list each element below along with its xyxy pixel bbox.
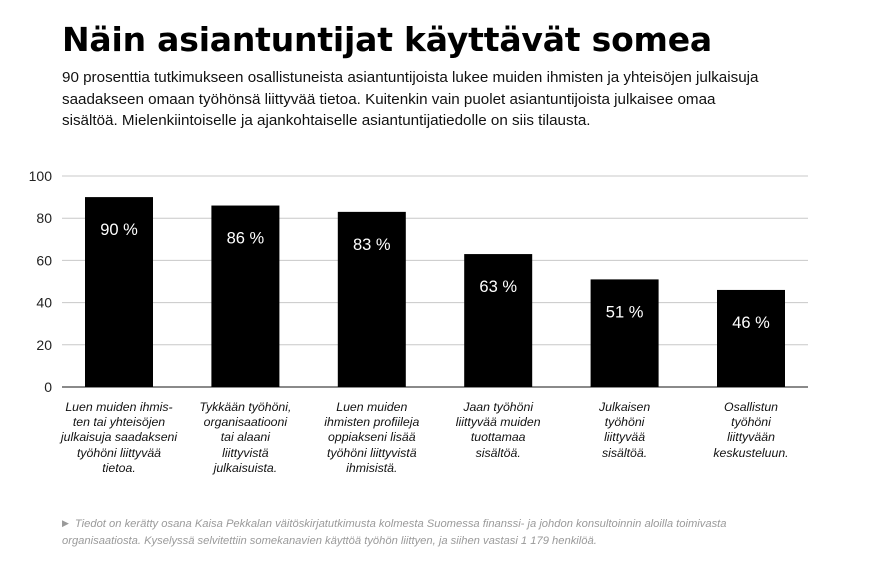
- footnote: ▶ Tiedot on kerätty osana Kaisa Pekkalan …: [62, 515, 802, 550]
- footnote-marker-icon: ▶: [62, 518, 69, 528]
- y-tick-label: 100: [29, 168, 53, 184]
- chart-title: Näin asiantuntijat käyttävät somea: [62, 20, 712, 59]
- category-label: Osallistun työhöni liittyvään keskustelu…: [713, 400, 789, 460]
- y-tick-label: 0: [44, 379, 52, 395]
- bar: [211, 205, 280, 387]
- bar: [717, 289, 785, 387]
- category-label: Luen muiden ihmisten profiileja oppiakse…: [324, 400, 420, 475]
- category-labels: Luen muiden ihmis- ten tai yhteisöjen ju…: [0, 400, 870, 490]
- bar: [464, 254, 533, 387]
- bar: [85, 197, 153, 387]
- bar-value-label: 90 %: [100, 221, 138, 239]
- bar-chart: 0 20 40 60 80 100 90 % 86 % 83 % 63 % 51 % 46 %: [29, 168, 808, 395]
- chart-subtitle: 90 prosenttia tutkimukseen osallistuneis…: [62, 69, 759, 129]
- y-tick-label: 60: [36, 252, 52, 268]
- bar-value-label: 83 %: [353, 236, 391, 254]
- y-tick-label: 40: [36, 295, 52, 311]
- bar: [337, 211, 406, 387]
- y-tick-label: 20: [36, 337, 52, 353]
- y-tick-label: 80: [36, 210, 52, 226]
- category-label: Tykkään työhöni, organisaatiooni tai ala…: [199, 400, 292, 475]
- bar: [590, 279, 659, 387]
- bar-value-label: 63 %: [479, 278, 517, 296]
- category-label: Luen muiden ihmis- ten tai yhteisöjen ju…: [60, 400, 178, 475]
- bar-value-label: 51 %: [606, 303, 644, 321]
- footnote-text: Tiedot on kerätty osana Kaisa Pekkalan v…: [62, 518, 727, 547]
- category-label: Julkaisen työhöni liittyvää sisältöä.: [598, 400, 651, 460]
- category-label: Jaan työhöni liittyvää muiden tuottamaa …: [455, 400, 541, 460]
- bar-value-label: 86 %: [227, 230, 265, 248]
- bar-value-label: 46 %: [732, 314, 770, 332]
